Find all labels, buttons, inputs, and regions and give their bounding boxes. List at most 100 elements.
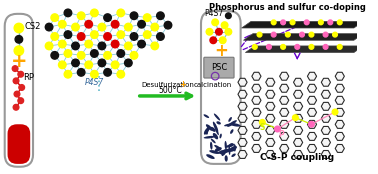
Ellipse shape xyxy=(225,141,227,150)
Circle shape xyxy=(206,29,213,35)
Polygon shape xyxy=(280,96,289,104)
Ellipse shape xyxy=(220,151,225,155)
Text: +: + xyxy=(214,42,228,60)
Polygon shape xyxy=(321,151,330,158)
Ellipse shape xyxy=(214,113,220,121)
Circle shape xyxy=(77,12,85,19)
Circle shape xyxy=(290,20,295,25)
Ellipse shape xyxy=(218,149,230,154)
Circle shape xyxy=(64,70,72,78)
Ellipse shape xyxy=(204,127,209,135)
Circle shape xyxy=(77,69,85,76)
Polygon shape xyxy=(252,144,261,152)
Circle shape xyxy=(130,33,138,40)
Polygon shape xyxy=(238,114,247,122)
Circle shape xyxy=(51,33,59,40)
Circle shape xyxy=(332,109,338,115)
Polygon shape xyxy=(294,102,303,110)
Circle shape xyxy=(210,37,217,44)
Circle shape xyxy=(281,20,285,25)
Circle shape xyxy=(91,50,98,57)
Circle shape xyxy=(72,23,79,31)
Polygon shape xyxy=(294,114,303,122)
Polygon shape xyxy=(307,72,316,80)
Ellipse shape xyxy=(204,114,209,118)
Polygon shape xyxy=(307,108,316,116)
Circle shape xyxy=(225,29,232,35)
Circle shape xyxy=(266,45,271,49)
Circle shape xyxy=(12,66,18,71)
Ellipse shape xyxy=(206,124,213,131)
Circle shape xyxy=(156,12,164,19)
Circle shape xyxy=(13,78,19,84)
Circle shape xyxy=(253,45,257,49)
Circle shape xyxy=(138,40,145,48)
Circle shape xyxy=(64,50,72,57)
FancyBboxPatch shape xyxy=(5,14,33,167)
Polygon shape xyxy=(238,102,247,110)
Circle shape xyxy=(72,42,79,50)
Polygon shape xyxy=(321,90,330,98)
Circle shape xyxy=(14,23,23,33)
Circle shape xyxy=(338,20,342,25)
Polygon shape xyxy=(238,78,247,86)
Ellipse shape xyxy=(229,143,233,147)
Text: Phosphorus and sulfur co-doping: Phosphorus and sulfur co-doping xyxy=(209,3,366,12)
Polygon shape xyxy=(335,144,344,152)
Polygon shape xyxy=(245,46,363,53)
Ellipse shape xyxy=(213,133,218,139)
Circle shape xyxy=(112,61,119,69)
Circle shape xyxy=(59,40,66,48)
FancyBboxPatch shape xyxy=(8,124,30,164)
Polygon shape xyxy=(321,102,330,110)
Polygon shape xyxy=(335,72,344,80)
Circle shape xyxy=(104,52,112,59)
Polygon shape xyxy=(238,139,247,146)
Circle shape xyxy=(271,32,276,37)
Circle shape xyxy=(51,14,59,21)
Polygon shape xyxy=(280,144,289,152)
Circle shape xyxy=(138,21,145,28)
Polygon shape xyxy=(307,84,316,92)
Polygon shape xyxy=(238,126,247,134)
Circle shape xyxy=(125,42,132,50)
Text: S: S xyxy=(260,123,265,132)
Circle shape xyxy=(117,70,125,78)
Polygon shape xyxy=(280,72,289,80)
Polygon shape xyxy=(266,102,275,110)
FancyBboxPatch shape xyxy=(201,11,241,164)
Polygon shape xyxy=(307,120,316,128)
Polygon shape xyxy=(321,78,330,86)
Circle shape xyxy=(91,70,98,78)
Circle shape xyxy=(338,45,342,49)
Circle shape xyxy=(98,42,106,50)
Polygon shape xyxy=(238,90,247,98)
Polygon shape xyxy=(252,120,261,128)
Circle shape xyxy=(45,42,53,50)
Text: C-S-P coupling: C-S-P coupling xyxy=(260,153,334,162)
Ellipse shape xyxy=(210,142,212,150)
Circle shape xyxy=(64,9,72,17)
Text: Desulfurization: Desulfurization xyxy=(141,81,194,88)
Circle shape xyxy=(304,20,309,25)
Circle shape xyxy=(281,45,285,49)
Ellipse shape xyxy=(215,127,219,135)
Circle shape xyxy=(117,50,125,57)
Circle shape xyxy=(130,12,138,19)
Circle shape xyxy=(257,32,262,37)
Circle shape xyxy=(117,9,125,17)
Circle shape xyxy=(98,23,106,31)
Circle shape xyxy=(309,32,314,37)
Circle shape xyxy=(293,115,298,120)
Circle shape xyxy=(13,104,19,110)
Polygon shape xyxy=(335,132,344,140)
Circle shape xyxy=(91,9,98,17)
Circle shape xyxy=(309,45,314,49)
Circle shape xyxy=(308,121,314,127)
Polygon shape xyxy=(252,108,261,116)
Polygon shape xyxy=(335,108,344,116)
Polygon shape xyxy=(294,90,303,98)
Circle shape xyxy=(19,85,25,90)
Ellipse shape xyxy=(214,145,221,149)
Ellipse shape xyxy=(229,123,241,127)
